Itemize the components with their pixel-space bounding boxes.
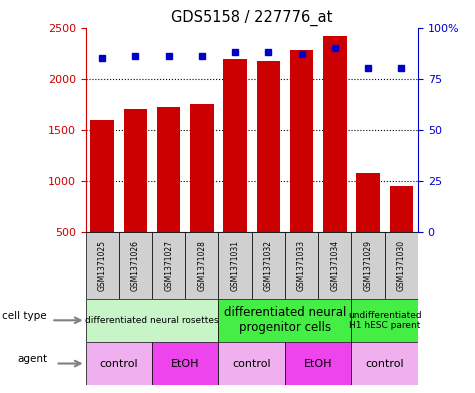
FancyBboxPatch shape: [285, 232, 318, 299]
FancyBboxPatch shape: [352, 342, 418, 385]
Title: GDS5158 / 227776_at: GDS5158 / 227776_at: [171, 10, 332, 26]
FancyBboxPatch shape: [352, 232, 385, 299]
FancyBboxPatch shape: [218, 299, 352, 342]
Text: differentiated neural
progenitor cells: differentiated neural progenitor cells: [224, 306, 346, 334]
Text: GSM1371026: GSM1371026: [131, 240, 140, 291]
Text: control: control: [232, 358, 271, 369]
FancyBboxPatch shape: [218, 232, 252, 299]
Text: control: control: [365, 358, 404, 369]
FancyBboxPatch shape: [152, 232, 185, 299]
FancyBboxPatch shape: [285, 342, 352, 385]
Bar: [223, 59, 247, 232]
Text: EtOH: EtOH: [171, 358, 200, 369]
Text: GSM1371027: GSM1371027: [164, 240, 173, 291]
Bar: [90, 121, 114, 232]
FancyBboxPatch shape: [185, 232, 218, 299]
Bar: [190, 104, 213, 232]
FancyBboxPatch shape: [318, 232, 352, 299]
FancyBboxPatch shape: [352, 299, 418, 342]
FancyBboxPatch shape: [119, 232, 152, 299]
FancyBboxPatch shape: [385, 232, 418, 299]
Text: GSM1371033: GSM1371033: [297, 240, 306, 291]
Text: GSM1371030: GSM1371030: [397, 240, 406, 291]
Text: GSM1371025: GSM1371025: [98, 240, 106, 291]
Text: undifferentiated
H1 hESC parent: undifferentiated H1 hESC parent: [348, 310, 421, 330]
FancyBboxPatch shape: [86, 232, 119, 299]
Text: EtOH: EtOH: [304, 358, 332, 369]
Text: GSM1371032: GSM1371032: [264, 240, 273, 291]
Text: GSM1371031: GSM1371031: [231, 240, 239, 291]
Text: agent: agent: [17, 354, 47, 364]
Text: cell type: cell type: [2, 311, 47, 321]
FancyBboxPatch shape: [86, 299, 218, 342]
Bar: [157, 107, 180, 232]
Bar: [256, 61, 280, 232]
Bar: [323, 36, 346, 232]
FancyBboxPatch shape: [86, 342, 152, 385]
Bar: [124, 109, 147, 232]
FancyBboxPatch shape: [252, 232, 285, 299]
Text: differentiated neural rosettes: differentiated neural rosettes: [85, 316, 219, 325]
Bar: [290, 50, 313, 232]
Bar: [390, 186, 413, 232]
Text: GSM1371028: GSM1371028: [198, 240, 206, 291]
Text: control: control: [99, 358, 138, 369]
Text: GSM1371034: GSM1371034: [331, 240, 339, 291]
Bar: [356, 173, 380, 232]
FancyBboxPatch shape: [218, 342, 285, 385]
Text: GSM1371029: GSM1371029: [364, 240, 372, 291]
FancyBboxPatch shape: [152, 342, 218, 385]
